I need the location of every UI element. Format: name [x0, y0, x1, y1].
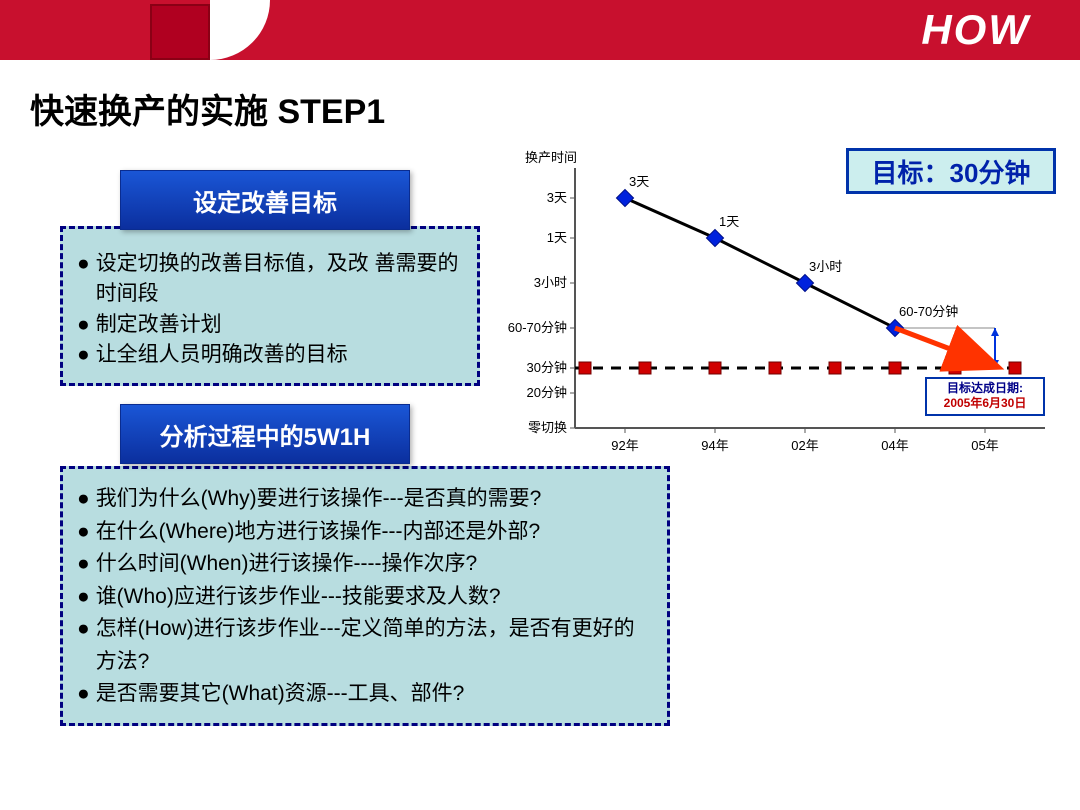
svg-text:换产时间: 换产时间: [525, 150, 577, 165]
svg-text:20分钟: 20分钟: [527, 385, 567, 400]
bullet-item: ●我们为什么(Why)要进行该操作---是否真的需要?: [77, 483, 653, 516]
banner-swoosh: [210, 0, 270, 60]
bullet-dot-icon: ●: [77, 581, 90, 614]
slide-title: 快速换产的实施 STEP1: [30, 84, 385, 133]
bullet-item: ●制定改善计划: [77, 310, 463, 340]
bullet-dot-icon: ●: [77, 613, 90, 678]
top-banner: HOW: [0, 0, 1080, 60]
svg-text:1天: 1天: [547, 230, 567, 245]
svg-text:3小时: 3小时: [809, 259, 842, 274]
bullet-text: 什么时间(When)进行该操作----操作次序?: [96, 548, 478, 581]
bullet-text: 设定切换的改善目标值，及改 善需要的时间段: [96, 249, 463, 310]
svg-text:02年: 02年: [791, 438, 818, 453]
bullet-dot-icon: ●: [77, 340, 90, 370]
bullet-item: ●让全组人员明确改善的目标: [77, 340, 463, 370]
bullet-item: ●谁(Who)应进行该步作业---技能要求及人数?: [77, 581, 653, 614]
bullet-text: 我们为什么(Why)要进行该操作---是否真的需要?: [96, 483, 542, 516]
header-set-target: 设定改善目标: [120, 170, 410, 230]
bullet-dot-icon: ●: [77, 310, 90, 340]
svg-text:94年: 94年: [701, 438, 728, 453]
svg-text:60-70分钟: 60-70分钟: [899, 304, 958, 319]
bullet-dot-icon: ●: [77, 548, 90, 581]
header-5w1h: 分析过程中的5W1H: [120, 404, 410, 464]
svg-text:3天: 3天: [629, 174, 649, 189]
bullet-item: ●是否需要其它(What)资源---工具、部件?: [77, 678, 653, 711]
bullet-text: 是否需要其它(What)资源---工具、部件?: [96, 678, 465, 711]
bullet-dot-icon: ●: [77, 678, 90, 711]
bullet-text: 让全组人员明确改善的目标: [96, 340, 348, 370]
bullet-dot-icon: ●: [77, 483, 90, 516]
svg-text:1天: 1天: [719, 214, 739, 229]
logo-box: [150, 4, 210, 60]
bullet-dot-icon: ●: [77, 516, 90, 549]
bullet-text: 制定改善计划: [96, 310, 222, 340]
svg-text:30分钟: 30分钟: [527, 360, 567, 375]
svg-text:3天: 3天: [547, 190, 567, 205]
bullet-item: ●怎样(How)进行该步作业---定义简单的方法，是否有更好的方法?: [77, 613, 653, 678]
bullet-item: ●在什么(Where)地方进行该操作---内部还是外部?: [77, 516, 653, 549]
svg-text:04年: 04年: [881, 438, 908, 453]
how-label: HOW: [921, 6, 1030, 54]
panel-set-target: ●设定切换的改善目标值，及改 善需要的时间段●制定改善计划●让全组人员明确改善的…: [60, 226, 480, 386]
target-date-title: 目标达成日期:: [931, 381, 1039, 397]
svg-text:60-70分钟: 60-70分钟: [508, 320, 567, 335]
bullet-dot-icon: ●: [77, 249, 90, 310]
bullet-item: ●什么时间(When)进行该操作----操作次序?: [77, 548, 653, 581]
svg-text:零切换: 零切换: [528, 420, 567, 435]
changeover-chart: 换产时间 3天 1天 3小时 60-70分钟 30分钟 20分钟零切换 92年 94年 02年 04…: [485, 148, 1065, 458]
bullet-text: 怎样(How)进行该步作业---定义简单的方法，是否有更好的方法?: [96, 613, 653, 678]
svg-text:3小时: 3小时: [534, 275, 567, 290]
svg-text:05年: 05年: [971, 438, 998, 453]
svg-text:92年: 92年: [611, 438, 638, 453]
target-date-value: 2005年6月30日: [931, 396, 1039, 412]
bullet-text: 谁(Who)应进行该步作业---技能要求及人数?: [96, 581, 501, 614]
panel-5w1h: ●我们为什么(Why)要进行该操作---是否真的需要?●在什么(Where)地方…: [60, 466, 670, 726]
bullet-text: 在什么(Where)地方进行该操作---内部还是外部?: [96, 516, 541, 549]
bullet-item: ●设定切换的改善目标值，及改 善需要的时间段: [77, 249, 463, 310]
target-date-box: 目标达成日期: 2005年6月30日: [925, 377, 1045, 416]
